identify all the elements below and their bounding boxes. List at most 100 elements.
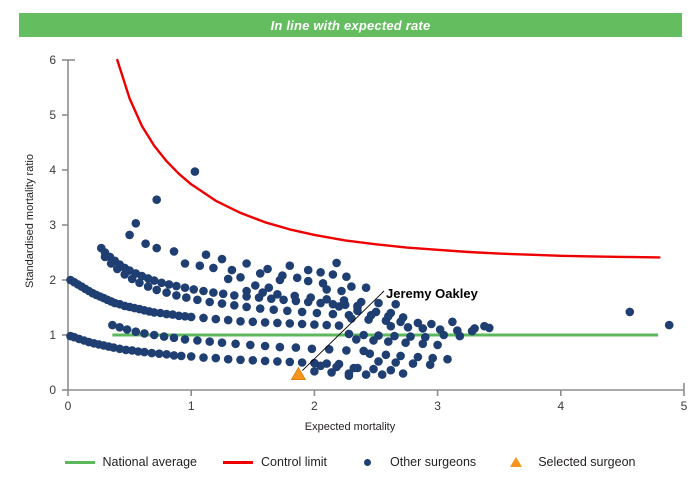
data-point	[455, 331, 465, 341]
y-tick-label: 1	[49, 328, 56, 342]
data-point	[127, 274, 137, 284]
data-point	[391, 299, 401, 309]
data-point	[201, 250, 211, 259]
data-point	[337, 286, 346, 296]
data-point	[275, 275, 285, 285]
data-point	[154, 349, 164, 359]
data-point	[199, 353, 208, 362]
data-point	[285, 357, 295, 367]
data-point	[258, 288, 268, 297]
data-point	[157, 278, 166, 288]
data-point	[625, 307, 635, 317]
data-point	[275, 342, 285, 352]
data-point	[391, 358, 401, 367]
data-point	[133, 347, 143, 356]
data-point	[381, 316, 391, 326]
data-point	[292, 273, 302, 283]
data-point	[152, 285, 161, 295]
control-limit-curve	[116, 58, 661, 259]
x-tick-label: 5	[680, 399, 688, 413]
data-point	[180, 283, 190, 293]
data-point	[310, 320, 319, 329]
data-point	[427, 319, 436, 329]
data-point	[664, 320, 674, 330]
data-point	[381, 350, 391, 360]
data-point	[227, 265, 237, 275]
data-point	[310, 367, 319, 376]
data-point	[398, 369, 408, 378]
data-point	[291, 343, 301, 352]
data-point	[297, 358, 307, 367]
data-point	[352, 335, 361, 344]
data-point	[177, 351, 186, 361]
data-point	[190, 167, 200, 176]
data-point	[199, 313, 208, 323]
data-point	[180, 312, 190, 321]
data-point	[361, 283, 371, 293]
data-point	[390, 331, 399, 341]
other-surgeons-points	[66, 167, 674, 381]
data-point	[408, 359, 418, 368]
data-point	[396, 351, 405, 361]
data-point	[172, 291, 181, 300]
data-point	[316, 268, 325, 277]
y-tick-label: 2	[49, 273, 56, 287]
data-point	[164, 280, 174, 289]
legend-line-swatch	[223, 460, 254, 464]
data-point	[120, 270, 129, 279]
data-point	[100, 252, 110, 262]
data-point	[242, 259, 251, 268]
data-point	[406, 332, 415, 341]
data-point	[209, 288, 218, 297]
data-point	[334, 302, 344, 311]
data-point	[273, 290, 282, 299]
data-point	[433, 340, 442, 350]
selected-surgeon-marker	[290, 366, 307, 381]
data-point	[131, 327, 141, 337]
data-point	[162, 288, 171, 297]
data-point	[205, 297, 214, 307]
data-point	[152, 243, 161, 253]
data-point	[369, 364, 378, 374]
data-point	[180, 335, 190, 344]
data-point	[418, 339, 428, 349]
data-point	[236, 273, 245, 282]
data-point	[425, 360, 435, 370]
data-point	[332, 258, 341, 268]
data-point	[349, 363, 359, 373]
data-point	[374, 357, 383, 366]
data-point	[193, 295, 202, 305]
data-point	[485, 323, 494, 333]
data-point	[246, 340, 255, 350]
data-point	[108, 320, 117, 330]
data-point	[169, 247, 179, 256]
legend-item[interactable]: Control limit	[223, 455, 327, 469]
data-point	[149, 330, 159, 340]
data-point	[327, 368, 336, 377]
legend-label: National average	[102, 455, 198, 469]
legend-item[interactable]: National average	[64, 455, 198, 469]
data-point	[195, 261, 205, 271]
legend-item[interactable]: Other surgeons	[353, 455, 476, 469]
data-point	[283, 306, 292, 316]
data-point	[396, 317, 405, 327]
data-point	[251, 281, 260, 290]
data-point	[223, 315, 233, 325]
data-point	[273, 318, 282, 328]
data-point	[269, 305, 279, 315]
data-point	[448, 317, 457, 327]
legend-triangle-swatch	[510, 457, 523, 467]
data-point	[421, 332, 430, 342]
legend-label: Control limit	[261, 455, 328, 469]
data-point	[306, 293, 316, 302]
data-point	[122, 325, 132, 334]
data-point	[149, 276, 159, 285]
data-point	[236, 355, 245, 365]
y-tick-label: 5	[49, 108, 56, 122]
data-point	[199, 286, 208, 296]
data-point	[364, 315, 373, 324]
data-point	[152, 195, 161, 204]
legend-item[interactable]: Selected surgeon	[502, 455, 635, 469]
